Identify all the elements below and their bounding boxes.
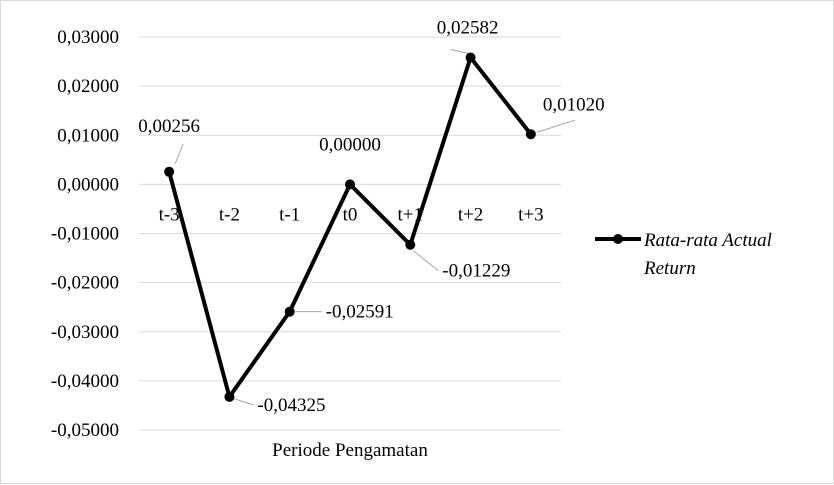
series-line	[167, 53, 533, 402]
x-tick-label: t+3	[518, 204, 544, 225]
x-tick-label: t-3	[159, 204, 180, 225]
legend-point-marker	[613, 234, 623, 244]
leader-line	[234, 398, 254, 406]
data-point	[284, 306, 295, 317]
series-layer	[164, 52, 536, 402]
data-point	[224, 391, 235, 402]
y-tick-label: -0,02000	[51, 273, 119, 294]
y-tick-label: -0,03000	[51, 322, 119, 343]
y-axis-ticks: 0,03000 0,02000 0,01000 0,00000 -0,01000 -0,0…	[51, 27, 119, 441]
data-point	[525, 129, 536, 140]
y-tick-label: -0,05000	[51, 420, 119, 441]
leader-line	[174, 143, 184, 164]
x-tick-label: t-1	[279, 204, 300, 225]
x-tick-label: t0	[343, 204, 358, 225]
data-label: 0,00000	[319, 134, 381, 155]
data-labels: 0,00256 -0,04325 -0,02591 0,00000 -0,01229 0,…	[138, 18, 604, 416]
data-label: -0,01229	[442, 261, 510, 282]
y-tick-label: 0,03000	[57, 27, 119, 48]
y-tick-label: 0,00000	[57, 174, 119, 195]
y-tick-label: 0,02000	[57, 76, 119, 97]
y-tick-label: -0,04000	[51, 371, 119, 392]
data-label: 0,00256	[138, 116, 200, 137]
legend-label-line-2: Return	[643, 258, 696, 279]
legend-label-line-1: Rata-rata Actual	[643, 230, 772, 251]
data-label-leaders	[174, 49, 576, 406]
data-label: 0,01020	[543, 94, 605, 115]
data-point	[345, 179, 355, 190]
leader-line	[450, 49, 469, 55]
y-tick-label: -0,01000	[51, 224, 119, 245]
data-label: -0,04325	[257, 395, 325, 416]
x-axis-title: Periode Pengamatan	[272, 440, 428, 461]
leader-line	[412, 250, 439, 272]
data-label: 0,02582	[437, 18, 499, 39]
x-tick-label: t-2	[219, 204, 240, 225]
data-point	[465, 52, 476, 63]
gridlines	[139, 36, 561, 431]
data-label: -0,02591	[326, 302, 394, 323]
x-tick-label: t+2	[458, 204, 484, 225]
y-tick-label: 0,01000	[57, 125, 119, 146]
x-axis-ticks: t-3 t-2 t-1 t0 t+1 t+2 t+3	[159, 204, 544, 225]
leader-line	[536, 119, 576, 133]
data-point	[405, 239, 416, 250]
data-point	[164, 166, 175, 177]
legend: Rata-rata Actual Return	[595, 230, 772, 279]
